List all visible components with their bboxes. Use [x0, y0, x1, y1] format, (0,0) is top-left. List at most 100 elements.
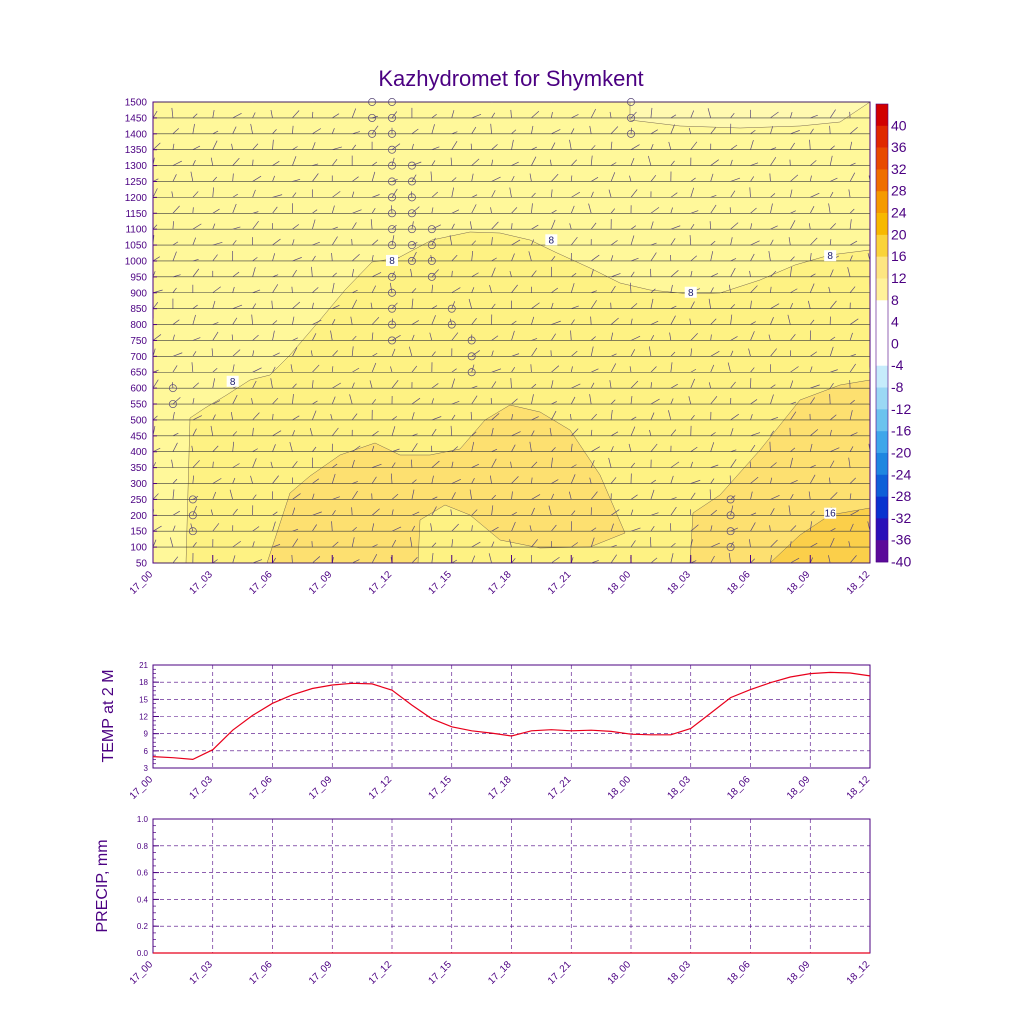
- wind-barb: [312, 163, 319, 166]
- wind-barb: [311, 111, 314, 118]
- wind-barb: [212, 254, 218, 262]
- wind-barb: [351, 346, 354, 357]
- y-tick-label: 50: [136, 559, 148, 570]
- wind-barb: [411, 433, 418, 437]
- wind-barb: [690, 446, 698, 453]
- contour-top-strip: [629, 102, 870, 129]
- wind-barb: [710, 509, 718, 516]
- contour-label-box: [226, 375, 239, 387]
- contour-label-box: [386, 254, 398, 266]
- wind-barb: [548, 505, 552, 516]
- wind-barb: [371, 161, 378, 166]
- wind-barb: [169, 537, 174, 548]
- calm-marker: [388, 177, 396, 186]
- wind-barb: [172, 287, 177, 293]
- wind-barb: [292, 301, 301, 309]
- wind-barb: [471, 158, 480, 166]
- wind-barb: [211, 348, 214, 357]
- wind-barb: [250, 475, 253, 484]
- wind-barb: [829, 429, 832, 436]
- wind-barb: [312, 511, 322, 516]
- wind-barb: [292, 430, 295, 436]
- wind-barb: [411, 525, 416, 532]
- wind-barb: [451, 102, 453, 103]
- wind-barb: [330, 330, 333, 341]
- wind-barb: [232, 240, 237, 246]
- y-tick-label: 1350: [125, 145, 148, 156]
- wind-barb: [828, 286, 831, 293]
- wind-barb: [251, 314, 253, 325]
- wind-barb: [490, 207, 492, 214]
- calm-marker: [407, 193, 416, 202]
- wind-barb: [610, 285, 616, 293]
- wind-barb: [630, 235, 635, 246]
- wind-barb: [570, 428, 579, 437]
- wind-barb: [591, 368, 599, 373]
- colorbar-label: -8: [891, 379, 904, 395]
- y-tick-label: 6: [144, 747, 149, 756]
- wind-barb: [670, 284, 673, 293]
- contour-region-12-16-left: [266, 404, 626, 563]
- wind-barb: [451, 131, 458, 135]
- wind-barb: [690, 141, 698, 150]
- wind-barb: [829, 191, 834, 198]
- wind-barb: [411, 221, 414, 230]
- wind-barb: [750, 223, 753, 230]
- precip-grid: [153, 819, 870, 953]
- wind-barb: [312, 524, 317, 532]
- calm-marker: [368, 129, 377, 138]
- colorbar-label: 32: [891, 161, 907, 177]
- calm-marker: [627, 113, 635, 122]
- wind-barb: [710, 442, 715, 452]
- wind-barb: [670, 305, 677, 309]
- wind-barb: [549, 427, 552, 436]
- wind-barb: [351, 367, 360, 373]
- colorbar-band: [876, 191, 888, 214]
- wind-barb: [848, 541, 851, 548]
- y-tick-label: 600: [130, 384, 147, 395]
- wind-barb: [192, 102, 193, 103]
- wind-barb: [829, 527, 836, 532]
- wind-barb: [192, 258, 199, 262]
- wind-barb: [272, 320, 278, 325]
- x-tick-label: 18_00: [606, 569, 634, 597]
- wind-barb: [192, 237, 197, 246]
- wind-barb: [153, 302, 159, 309]
- wind-barb: [391, 318, 393, 325]
- wind-barb: [790, 557, 800, 563]
- wind-barb: [790, 334, 796, 341]
- wind-barb: [730, 381, 736, 389]
- wind-barb: [451, 559, 458, 563]
- colorbar: 4036322824201612840-4-8-12-16-20-24-28-3…: [875, 103, 911, 570]
- wind-barb: [192, 542, 197, 548]
- wind-barb: [551, 333, 556, 341]
- calm-marker: [427, 272, 436, 281]
- wind-barb: [750, 444, 756, 452]
- wind-barb: [391, 302, 398, 309]
- wind-barb: [192, 207, 194, 214]
- wind-barb: [749, 539, 751, 548]
- wind-barb: [491, 427, 494, 436]
- wind-barb: [529, 173, 532, 182]
- wind-barb: [828, 477, 831, 484]
- wind-barb: [153, 334, 162, 341]
- wind-barb: [431, 191, 439, 198]
- wind-barb: [371, 476, 377, 484]
- wind-barb: [531, 394, 534, 405]
- wind-barb: [272, 206, 278, 214]
- wind-barb: [830, 447, 840, 453]
- wind-barb: [471, 250, 474, 262]
- wind-barb: [708, 298, 712, 309]
- colorbar-label: -12: [891, 401, 911, 417]
- wind-barb: [331, 366, 334, 373]
- wind-barb: [770, 225, 778, 230]
- wind-barb: [232, 226, 241, 230]
- wind-barb: [790, 493, 794, 500]
- wind-barb: [590, 491, 598, 500]
- wind-barb: [650, 366, 657, 373]
- wind-barb: [390, 366, 393, 373]
- wind-barb: [172, 489, 175, 500]
- wind-barb: [710, 478, 715, 484]
- wind-barb: [429, 332, 433, 341]
- wind-barb: [650, 268, 652, 277]
